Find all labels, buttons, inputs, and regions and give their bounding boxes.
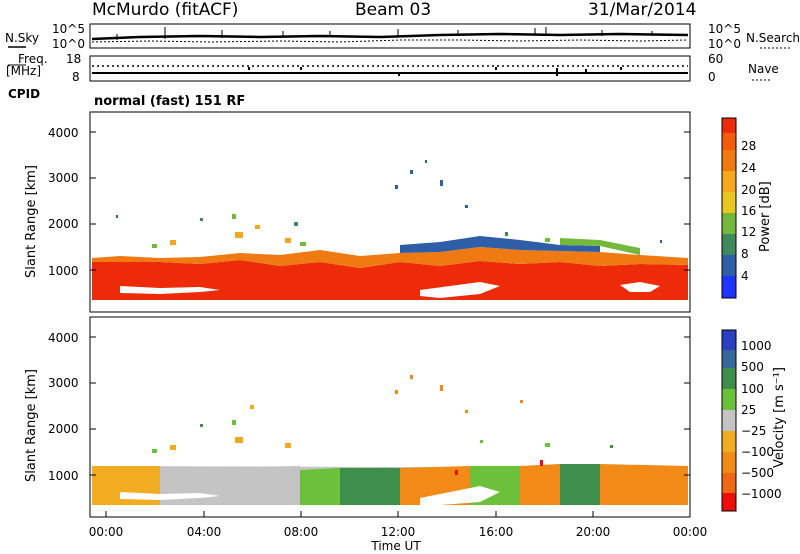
velocity-colorbar-seg xyxy=(722,368,736,389)
velocity-ytick: 4000 xyxy=(48,331,79,345)
power-cbar-tick: 12 xyxy=(741,225,757,239)
cpid-label: CPID xyxy=(8,87,41,101)
velocity-cbar-tick: 1000 xyxy=(741,339,772,353)
freq-tick-top: 18 xyxy=(66,52,82,66)
velocity-colorbar xyxy=(721,329,737,512)
velocity-region xyxy=(300,468,340,505)
x-tick: 08:00 xyxy=(283,525,319,539)
power-cbar-tick: 28 xyxy=(741,139,757,153)
beam-title: Beam 03 xyxy=(355,0,432,20)
power-cbar-tick: 4 xyxy=(741,269,749,283)
velocity-colorbar-seg xyxy=(722,452,736,473)
x-tick: 00:00 xyxy=(88,525,124,539)
power-colorbar-seg xyxy=(722,171,736,192)
x-tick: 04:00 xyxy=(186,525,222,539)
velocity-cbar-tick: 500 xyxy=(741,360,764,374)
nave-tick-bottom: 0 xyxy=(708,70,716,84)
date-title: 31/Mar/2014 xyxy=(588,0,697,20)
power-gap xyxy=(620,282,660,292)
nsky-label: N.Sky xyxy=(5,31,40,45)
x-axis-label: Time UT xyxy=(371,539,421,553)
power-colorbar-seg xyxy=(722,118,736,133)
velocity-cbar-tick: −500 xyxy=(741,466,774,480)
x-tick: 20:00 xyxy=(575,525,611,539)
station-title: McMurdo (fitACF) xyxy=(92,0,239,20)
velocity-colorbar-seg xyxy=(722,473,736,493)
power-ytick: 4000 xyxy=(48,126,79,140)
power-ytick: 1000 xyxy=(48,264,79,278)
power-cbar-tick: 8 xyxy=(741,247,749,261)
nave-tick-top: 60 xyxy=(708,52,724,66)
velocity-ytick: 3000 xyxy=(48,376,79,390)
nsky-tick-bottom: 10^0 xyxy=(52,37,85,51)
velocity-cbar-tick: −25 xyxy=(741,424,767,438)
velocity-colorbar-seg xyxy=(722,389,736,410)
power-colorbar-seg xyxy=(722,234,736,255)
velocity-colorbar-seg xyxy=(722,493,736,511)
nave-label: Nave xyxy=(748,62,779,76)
freq-tick-bottom: 8 xyxy=(72,70,80,84)
nsearch-tick-bottom: 10^0 xyxy=(708,37,741,51)
velocity-region xyxy=(600,464,688,505)
x-tick: 16:00 xyxy=(478,525,514,539)
power-colorbar-seg xyxy=(722,255,736,276)
x-tick: 00:00 xyxy=(672,525,708,539)
velocity-scatter xyxy=(92,375,688,505)
velocity-gap xyxy=(420,486,500,505)
velocity-cbar-tick: −1000 xyxy=(741,487,782,501)
cpid-text: normal (fast) 151 RF xyxy=(94,94,246,109)
velocity-cbar-tick: 25 xyxy=(741,403,757,417)
power-gap xyxy=(420,282,500,298)
velocity-cbar-tick: −100 xyxy=(741,445,774,459)
nsearch-trace xyxy=(91,39,689,43)
power-colorbar xyxy=(721,117,737,299)
power-colorbar-seg xyxy=(722,192,736,213)
power-cbar-tick: 24 xyxy=(741,161,757,175)
velocity-colorbar-seg xyxy=(722,330,736,350)
freq-label: Freq. xyxy=(18,52,48,66)
noise-panel xyxy=(8,23,790,49)
power-colorbar-seg xyxy=(722,150,736,171)
power-echo-fringe xyxy=(400,236,600,253)
nsearch-tick-top: 10^5 xyxy=(708,22,741,36)
power-echo-fringe xyxy=(560,238,640,255)
velocity-ytick: 1000 xyxy=(48,469,79,483)
velocity-colorbar-seg xyxy=(722,431,736,452)
power-cbar-tick: 20 xyxy=(741,183,757,197)
velocity-region xyxy=(520,464,560,505)
power-cbar-tick: 16 xyxy=(741,204,757,218)
nsky-trace xyxy=(91,32,689,41)
velocity-region xyxy=(560,464,600,505)
power-colorbar-seg xyxy=(722,133,736,150)
velocity-cbar-tick: 100 xyxy=(741,382,764,396)
velocity-ytick: 2000 xyxy=(48,422,79,436)
velocity-region xyxy=(160,466,300,472)
power-echo-band xyxy=(92,260,688,300)
velocity-region xyxy=(340,468,400,505)
power-ytick: 3000 xyxy=(48,171,79,185)
freq-unit-label: [MHz] xyxy=(6,64,42,78)
power-echo-upper-edge xyxy=(92,247,688,268)
power-gap xyxy=(120,286,220,294)
freq-nave-panel xyxy=(8,55,770,82)
power-scatter xyxy=(92,160,688,300)
power-panel xyxy=(89,111,737,313)
velocity-colorbar-seg xyxy=(722,350,736,368)
nsearch-label: N.Search xyxy=(746,31,800,45)
power-colorbar-seg xyxy=(722,213,736,234)
nsky-tick-top: 10^5 xyxy=(52,22,85,36)
power-colorbar-seg xyxy=(722,276,736,298)
power-ytick: 2000 xyxy=(48,217,79,231)
velocity-panel xyxy=(89,316,737,518)
x-tick: 12:00 xyxy=(380,525,416,539)
velocity-colorbar-seg xyxy=(722,410,736,431)
velocity-gap xyxy=(120,492,220,500)
